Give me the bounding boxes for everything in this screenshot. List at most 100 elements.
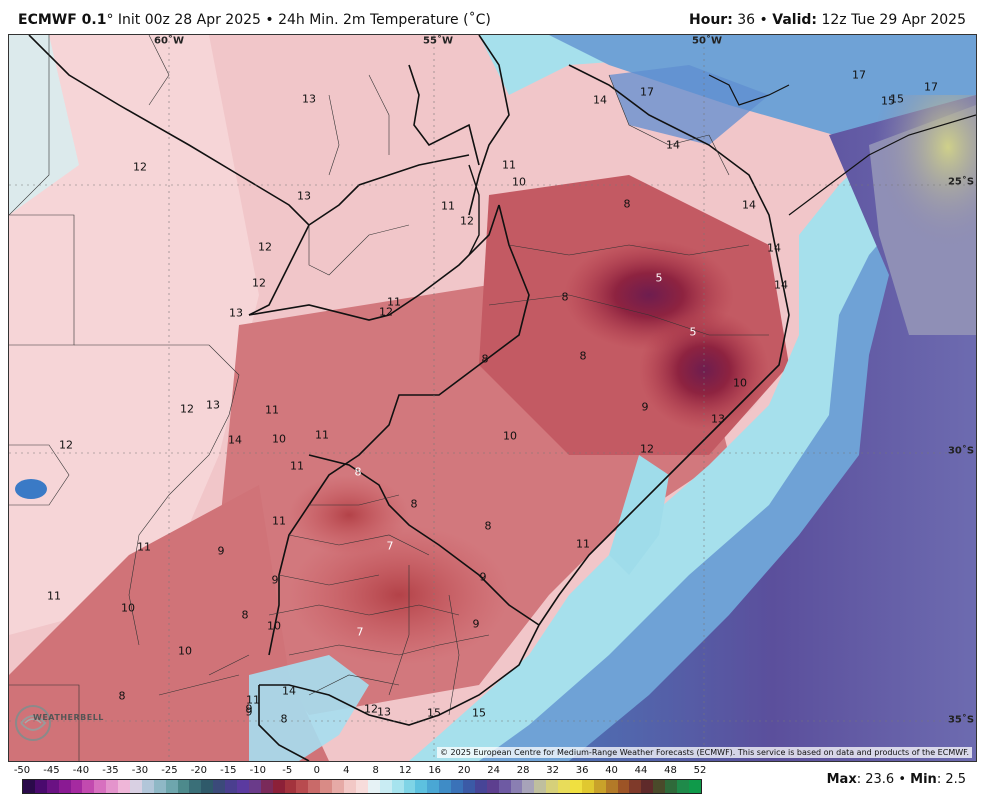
temperature-value-label: 11 (576, 537, 590, 551)
temperature-value-label: 11 (441, 199, 455, 213)
temperature-value-label: 15 (427, 706, 441, 720)
colorbar-tick-label: 20 (457, 765, 471, 776)
temperature-value-label: 8 (561, 290, 569, 304)
colorbar-segment (522, 780, 535, 793)
cold-core-2 (639, 310, 769, 430)
temperature-value-label: 14 (593, 93, 607, 107)
lat-30s-label: 30˚S (947, 445, 975, 457)
temperature-value-label: 15 (881, 94, 895, 108)
temperature-value-label: 12 (640, 442, 654, 456)
title-left: ECMWF 0.1° Init 00z 28 Apr 2025 • 24h Mi… (18, 12, 491, 28)
temperature-value-label: 11 (502, 158, 516, 172)
colorbar-tick-label: -35 (102, 765, 119, 776)
colorbar-segment (332, 780, 345, 793)
colorbar-tick-label: 4 (343, 765, 350, 776)
logo-swirl-icon (15, 705, 51, 741)
temperature-value-label: 11 (315, 428, 329, 442)
colorbar-tick-labels: -50 -45 -40 -35 -30 -25 -20 -15 -10 -5 0 4 8 12 16 20 24… (14, 765, 714, 779)
colorbar-tick-label: 16 (428, 765, 442, 776)
colorbar-segment (474, 780, 487, 793)
separator: • (898, 772, 907, 787)
colorbar-segment (46, 780, 59, 793)
lat-25s-label: 25˚S (947, 176, 975, 188)
weatherbell-logo: WEATHERBELL (13, 703, 103, 745)
temperature-map[interactable]: 60˚W 55˚W 50˚W 25˚S 30˚S 35˚S 13 12 13 12 12… (8, 34, 977, 762)
coast-inlet (468, 164, 480, 256)
temperature-value-label: 9 (217, 544, 225, 558)
colorbar-segment (106, 780, 119, 793)
temperature-value-label: 15 (890, 92, 904, 106)
colorbar-tick-label: 52 (693, 765, 707, 776)
temperature-value-label: 10 (267, 619, 281, 633)
temperature-value-label: 17 (924, 80, 938, 94)
max-value: : 23.6 (856, 772, 895, 787)
temperature-value-label: 9 (472, 617, 480, 631)
min-value: : 2.5 (936, 772, 966, 787)
colorbar-segment (153, 780, 166, 793)
degree-symbol: ° (106, 12, 114, 28)
temperature-value-label: 12 (180, 402, 194, 416)
temperature-value-label: 11 (246, 693, 260, 707)
colorbar-tick-label: 24 (487, 765, 501, 776)
colorbar-segment (213, 780, 226, 793)
temperature-value-label: 8 (241, 608, 249, 622)
temperature-value-label: 12 (133, 160, 147, 174)
coast-north (708, 74, 790, 106)
temperature-value-label: 9 (271, 573, 279, 587)
colorbar-segment (593, 780, 606, 793)
temperature-value-label: 8 (280, 712, 288, 726)
state-borders (9, 35, 769, 761)
temperature-value-label: 7 (386, 539, 394, 553)
river-plate (249, 655, 369, 761)
colorbar-segment (248, 780, 261, 793)
temperature-value-label: 11 (272, 514, 286, 528)
colorbar-segment (451, 780, 463, 793)
colorbar-segment (130, 780, 142, 793)
temperature-value-label: 5 (655, 271, 663, 285)
colorbar-tick-label: 8 (372, 765, 379, 776)
colorbar-tick-label: -45 (43, 765, 60, 776)
colorbar-segment (344, 780, 356, 793)
colorbar-segment (391, 780, 404, 793)
colorbar-segment (498, 780, 511, 793)
temperature-value-label: 10 (121, 601, 135, 615)
temperature-value-label: 17 (640, 85, 654, 99)
colorbar-segment (486, 780, 499, 793)
lagoon (609, 455, 669, 575)
colorbar-segment (415, 780, 428, 793)
colorbar-segment (510, 780, 523, 793)
temperature-value-label: 13 (229, 306, 243, 320)
colorbar-segment (546, 780, 559, 793)
model-name: ECMWF 0.1 (18, 12, 107, 28)
temperature-value-label: 10 (272, 432, 286, 446)
temperature-value-label: 17 (852, 68, 866, 82)
temperature-value-label: 11 (265, 403, 279, 417)
temperature-value-label: 13 (302, 92, 316, 106)
map-header: ECMWF 0.1° Init 00z 28 Apr 2025 • 24h Mi… (0, 0, 984, 34)
colorbar-segment (676, 780, 689, 793)
temperature-value-label: 9 (245, 705, 253, 719)
colorbar-tick-label: 28 (516, 765, 530, 776)
temperature-value-label: 7 (356, 625, 364, 639)
temperature-value-label: 10 (503, 429, 517, 443)
graticule (9, 35, 976, 761)
colorbar-segment (141, 780, 154, 793)
colorbar-tick-label: 32 (546, 765, 559, 776)
hour-label: Hour: (689, 12, 733, 28)
lon-55w-label: 55˚W (423, 35, 453, 47)
colorbar-segment (237, 780, 249, 793)
temperature-colorbar (22, 779, 702, 794)
colorbar-segment (403, 780, 416, 793)
temperature-value-label: 8 (354, 465, 362, 479)
colorbar-segment (225, 780, 238, 793)
colorbar-tick-label: 36 (575, 765, 589, 776)
colorbar-segment (605, 780, 618, 793)
init-text: Init 00z 28 Apr 2025 (117, 12, 261, 28)
colorbar-segment (82, 780, 95, 793)
title-right: Hour: 36 • Valid: 12z Tue 29 Apr 2025 (689, 12, 966, 28)
colorbar-segment (94, 780, 107, 793)
lon-60w-label: 60˚W (154, 35, 184, 47)
temperature-value-label: 8 (118, 689, 126, 703)
temperature-value-label: 14 (228, 433, 242, 447)
colorbar-segment (688, 780, 701, 793)
